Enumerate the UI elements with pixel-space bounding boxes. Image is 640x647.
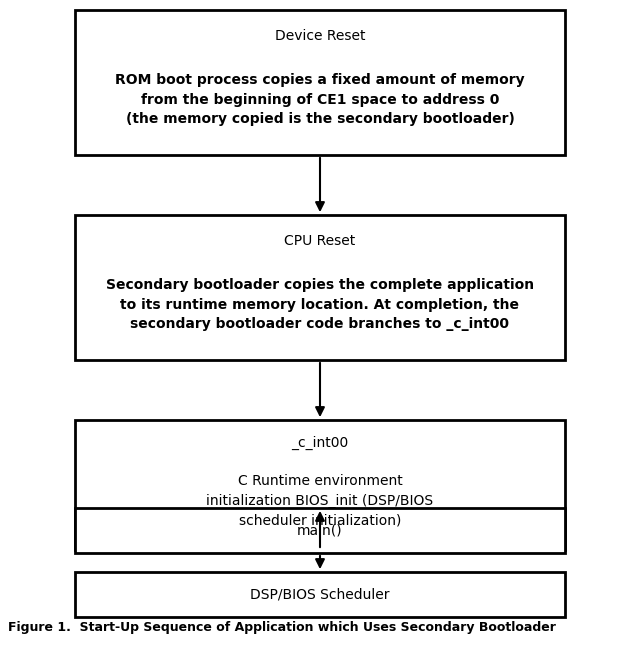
Text: _c_int00: _c_int00 <box>291 436 349 450</box>
Text: main(): main() <box>297 523 343 538</box>
Bar <box>75 572 565 617</box>
Text: Secondary bootloader copies the complete application
to its runtime memory locat: Secondary bootloader copies the complete… <box>106 278 534 331</box>
Bar <box>75 420 565 550</box>
Bar <box>75 508 565 553</box>
Bar <box>75 215 565 360</box>
Text: C Runtime environment
initialization BIOS_init (DSP/BIOS
scheduler initializatio: C Runtime environment initialization BIO… <box>207 474 433 527</box>
Text: ROM boot process copies a fixed amount of memory
from the beginning of CE1 space: ROM boot process copies a fixed amount o… <box>115 73 525 126</box>
Text: DSP/BIOS Scheduler: DSP/BIOS Scheduler <box>250 587 390 602</box>
Text: Device Reset: Device Reset <box>275 29 365 43</box>
Text: CPU Reset: CPU Reset <box>284 234 356 248</box>
Bar <box>75 10 565 155</box>
Text: Figure 1.  Start-Up Sequence of Application which Uses Secondary Bootloader: Figure 1. Start-Up Sequence of Applicati… <box>8 622 556 635</box>
